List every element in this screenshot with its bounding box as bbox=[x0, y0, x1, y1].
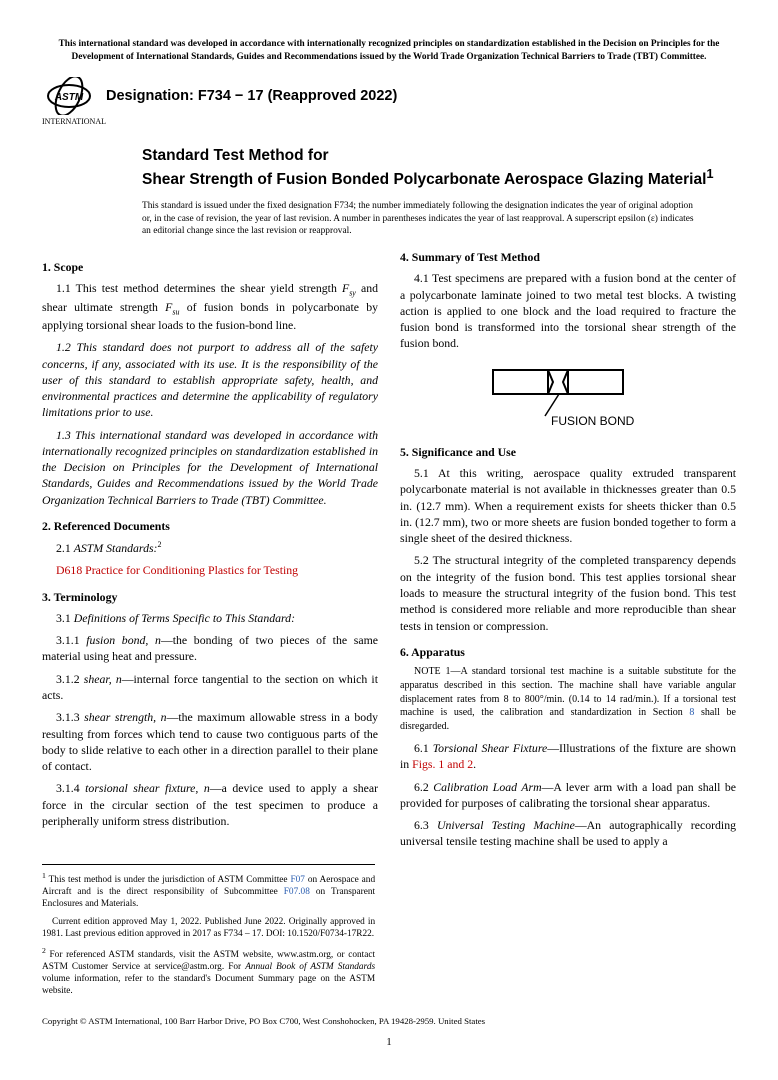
para-3-1-4: 3.1.4 torsional shear fixture, n—a devic… bbox=[42, 780, 378, 829]
para-6-1: 6.1 Torsional Shear Fixture—Illustration… bbox=[400, 740, 736, 773]
para-3-1-2: 3.1.2 shear, n—internal force tangential… bbox=[42, 671, 378, 704]
para-1-1: 1.1 This test method determines the shea… bbox=[42, 280, 378, 333]
para-5-1: 5.1 At this writing, aerospace quality e… bbox=[400, 465, 736, 546]
scope-head: 1. Scope bbox=[42, 259, 378, 275]
significance-head: 5. Significance and Use bbox=[400, 444, 736, 460]
title-sup: 1 bbox=[706, 166, 713, 181]
para-3-1: 3.1 Definitions of Terms Specific to Thi… bbox=[42, 610, 378, 626]
body-columns: 1. Scope 1.1 This test method determines… bbox=[42, 249, 736, 850]
astm-logo: ASTM INTERNATIONAL bbox=[42, 77, 96, 128]
top-disclaimer: This international standard was develope… bbox=[42, 38, 736, 63]
f0708-link[interactable]: F07.08 bbox=[284, 887, 310, 897]
para-6-2: 6.2 Calibration Load Arm—A lever arm wit… bbox=[400, 779, 736, 812]
para-1-3: 1.3 This international standard was deve… bbox=[42, 427, 378, 508]
para-5-2: 5.2 The structural integrity of the comp… bbox=[400, 552, 736, 633]
figs-link[interactable]: Figs. 1 and 2 bbox=[412, 757, 473, 771]
para-2-1: 2.1 ASTM Standards:2 bbox=[42, 539, 378, 556]
para-6-3: 6.3 Universal Testing Machine—An autogra… bbox=[400, 817, 736, 850]
fn1-p2: Current edition approved May 1, 2022. Pu… bbox=[42, 916, 375, 940]
logo-text: INTERNATIONAL bbox=[42, 117, 96, 128]
header-row: ASTM INTERNATIONAL Designation: F734 − 1… bbox=[42, 77, 736, 128]
standard-title: Standard Test Method for Shear Strength … bbox=[142, 146, 736, 190]
terminology-head: 3. Terminology bbox=[42, 589, 378, 605]
issued-note: This standard is issued under the fixed … bbox=[142, 200, 696, 237]
summary-head: 4. Summary of Test Method bbox=[400, 249, 736, 265]
para-1-2: 1.2 This standard does not purport to ad… bbox=[42, 339, 378, 420]
footnotes: 1 This test method is under the jurisdic… bbox=[42, 864, 375, 998]
copyright: Copyright © ASTM International, 100 Barr… bbox=[42, 1016, 736, 1028]
d618-link[interactable]: D618 Practice for Conditioning Plastics … bbox=[42, 562, 378, 578]
designation: Designation: F734 − 17 (Reapproved 2022) bbox=[106, 77, 397, 107]
page-number: 1 bbox=[42, 1035, 736, 1050]
para-3-1-3: 3.1.3 shear strength, n—the maximum allo… bbox=[42, 709, 378, 774]
para-3-1-1: 3.1.1 fusion bond, n—the bonding of two … bbox=[42, 632, 378, 665]
para-4-1: 4.1 Test specimens are prepared with a f… bbox=[400, 270, 736, 351]
svg-text:FUSION BOND: FUSION BOND bbox=[551, 414, 635, 428]
f07-link[interactable]: F07 bbox=[290, 875, 304, 885]
svg-text:ASTM: ASTM bbox=[54, 92, 84, 103]
fusion-bond-figure: FUSION BOND bbox=[400, 360, 736, 434]
apparatus-head: 6. Apparatus bbox=[400, 644, 736, 660]
note-1: NOTE 1—A standard torsional test machine… bbox=[400, 665, 736, 734]
refdoc-head: 2. Referenced Documents bbox=[42, 518, 378, 534]
title-block: Standard Test Method for Shear Strength … bbox=[142, 146, 736, 237]
title-line1: Standard Test Method for bbox=[142, 147, 329, 164]
title-line2: Shear Strength of Fusion Bonded Polycarb… bbox=[142, 171, 706, 188]
